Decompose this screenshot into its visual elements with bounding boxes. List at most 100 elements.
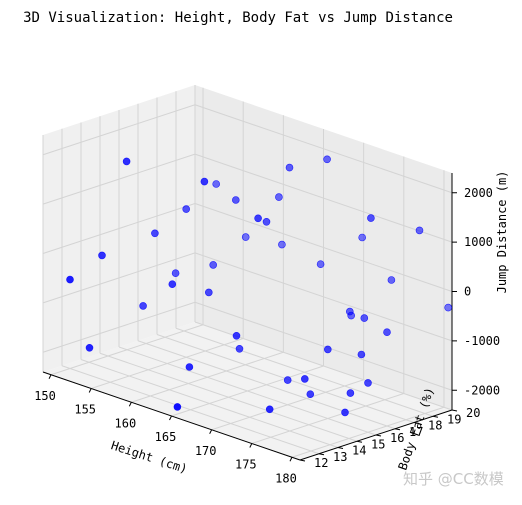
grid-line-y [175,327,434,417]
data-point [232,331,241,340]
data-point [185,363,194,371]
data-point [316,260,325,269]
z-tick-label: 1000 [464,235,493,249]
data-point [283,376,292,384]
y-tick-mark [356,440,363,443]
x-tick-label: 165 [155,430,177,444]
data-point [254,214,262,223]
grid-line-y [99,352,358,442]
x-tick-mark [88,388,92,393]
grid-line-y [118,346,377,436]
y-tick-label: 16 [390,431,404,445]
data-point [212,180,220,188]
grid-line-z [42,104,196,156]
x-tick-label: 175 [235,458,257,472]
grid-line-z [42,252,196,304]
grid-line-z [194,301,453,391]
grid-line-z [42,301,196,353]
y-tick-mark [413,422,420,424]
data-point [306,390,315,399]
data-point [360,314,369,322]
data-point [383,328,391,337]
grid-line-y [61,365,320,455]
grid-line-y [137,340,396,430]
x-tick-mark [169,415,172,421]
y-tick-mark [394,428,401,431]
data-point [323,345,332,354]
x-tick-label: 160 [115,416,137,430]
data-point [357,350,366,359]
data-point [241,233,250,241]
z-tick-label: 0 [464,285,471,299]
x-tick-label: 180 [275,471,297,485]
data-point [387,276,396,284]
z-tick-label: -2000 [464,383,500,397]
grid-line-y [80,359,339,448]
data-point [139,302,147,310]
data-point [265,405,274,414]
data-point [323,155,331,164]
data-point [173,403,182,411]
data-point [262,218,271,226]
data-point [341,408,349,417]
x-tick-mark [249,443,253,448]
y-tick-mark [337,447,344,449]
y-tick-mark [299,459,306,462]
watermark-text: 知乎 @CC数模 [403,470,504,488]
tick-labels: 150 155 160 165 170 175 180 12 13 14 15 16 17 18 19 20 -… [34,186,500,486]
data-point [285,163,294,172]
data-point [168,280,177,289]
data-point [346,389,355,397]
data-point [235,344,244,353]
data-point [367,214,375,222]
y-tick-label: 19 [447,412,461,426]
data-point [182,205,190,213]
z-axis-label: Jump Distance (m) [495,171,509,294]
x-tick-mark [48,374,52,379]
data-point [278,240,286,249]
data-point [275,193,283,201]
x-tick-mark [209,429,213,434]
grid-line-z [42,203,196,254]
data-points [66,155,453,417]
y-tick-mark [318,453,325,456]
x-tick-label: 150 [34,389,56,403]
x-tick-label: 170 [195,444,217,458]
data-point [444,303,453,312]
data-point [358,233,367,242]
data-point [66,275,74,284]
y-tick-mark [432,415,439,418]
chart-title: 3D Visualization: Height, Body Fat vs Ju… [23,10,453,26]
y-tick-label: 18 [428,419,442,433]
grid-line-z [194,252,453,342]
y-tick-label: 15 [371,437,385,451]
y-tick-mark [451,409,458,412]
y-tick-label: 20 [466,406,480,420]
x-tick-label: 155 [74,403,96,417]
data-point [300,375,309,383]
data-point [209,261,217,269]
data-point [98,251,106,260]
y-tick-label: 14 [352,444,366,458]
data-point [151,229,159,238]
data-point [364,379,372,387]
y-tick-label: 13 [333,450,347,464]
z-tick-label: -1000 [464,334,500,348]
data-point [200,177,209,186]
y-tick-label: 12 [314,456,328,470]
x-tick-mark [128,402,132,407]
grid-line-z [194,203,453,292]
grid-line-z [42,153,196,205]
data-point [85,343,94,352]
y-tick-mark [375,434,382,437]
grid-lines [42,85,453,461]
grid-line-z [194,153,453,243]
grid-line-z [194,104,453,194]
data-point [232,196,240,204]
x-tick-mark [289,457,293,462]
data-point [415,226,424,235]
data-point [345,307,354,316]
data-point [205,288,213,297]
data-point [171,269,180,278]
